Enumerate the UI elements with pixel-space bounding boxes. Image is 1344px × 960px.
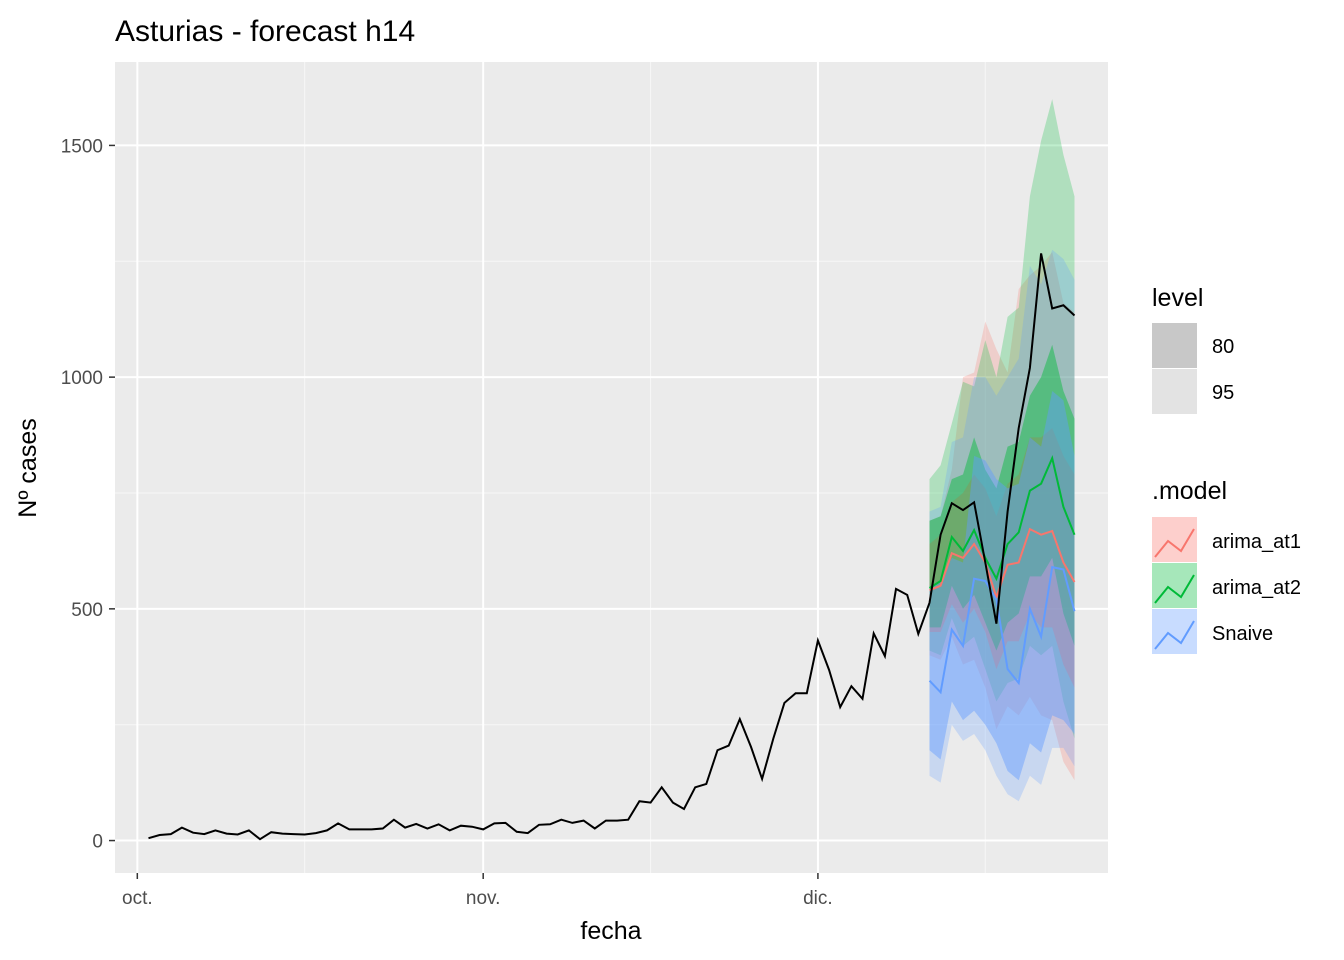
legend-level-key xyxy=(1152,369,1197,414)
forecast-line-arima-at1 xyxy=(929,527,1076,601)
band80-arima-at2 xyxy=(929,344,1075,651)
legend-model-label: Snaive xyxy=(1212,623,1273,645)
band95-arima-at1 xyxy=(929,252,1075,781)
legend-model-line xyxy=(1154,528,1195,558)
plot-panel xyxy=(115,62,1108,873)
major-gridlines xyxy=(115,62,1108,873)
x-axis-title: fecha xyxy=(580,917,641,945)
y-tick-label: 0 xyxy=(92,832,103,853)
x-tick-label: dic. xyxy=(803,888,833,909)
x-tick-label: nov. xyxy=(466,888,501,909)
legend-model-key xyxy=(1152,563,1197,608)
legend-level-entries: 80 95 xyxy=(1152,323,1234,414)
legend-model-key xyxy=(1152,609,1197,654)
y-axis: 0 500 1000 1500 xyxy=(61,136,115,853)
y-tick-label: 500 xyxy=(71,600,103,621)
legend-model-label: arima_at2 xyxy=(1212,577,1301,599)
band95-snaive xyxy=(929,249,1075,802)
x-axis: oct. nov. dic. xyxy=(122,873,833,909)
legend-level-label: 80 xyxy=(1212,336,1234,358)
y-axis-title: Nº cases xyxy=(14,418,42,517)
legend-model-title: .model xyxy=(1152,477,1227,505)
legend-model-key xyxy=(1152,517,1197,562)
band80-snaive xyxy=(929,391,1075,781)
panel-background xyxy=(115,62,1108,873)
y-tick-label: 1000 xyxy=(61,368,103,389)
legend-level-key xyxy=(1152,323,1197,368)
actual-series-line xyxy=(148,253,1076,841)
x-tick-label: oct. xyxy=(122,888,153,909)
legend-level-label: 95 xyxy=(1212,382,1234,404)
prediction-bands-95 xyxy=(929,99,1075,802)
legend-model-line xyxy=(1154,620,1195,650)
chart-title: Asturias - forecast h14 xyxy=(115,15,415,48)
minor-gridlines xyxy=(115,62,1108,873)
legend-model-entries: arima_at1 arima_at2 Snaive xyxy=(1152,517,1301,654)
legend-level-title: level xyxy=(1152,284,1203,312)
band95-arima-at2 xyxy=(929,99,1075,739)
y-tick-label: 1500 xyxy=(61,136,103,157)
legend: level 80 95 .model arima_at1 arima_at2 Snai… xyxy=(1152,284,1301,654)
forecast-line-snaive xyxy=(928,565,1076,695)
legend-model-label: arima_at1 xyxy=(1212,531,1301,553)
legend-model-line xyxy=(1154,574,1195,604)
